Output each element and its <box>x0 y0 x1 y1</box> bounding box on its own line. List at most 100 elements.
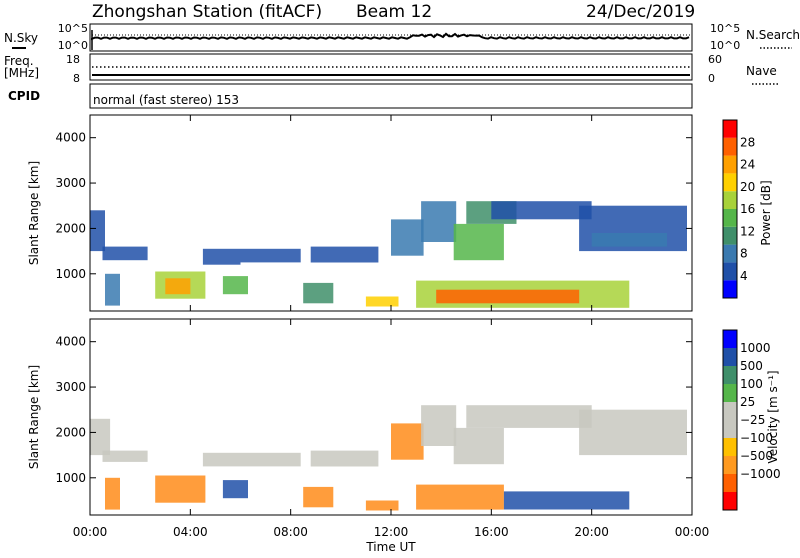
freq-label: Freq. <box>4 54 34 68</box>
time-x-label: Time UT <box>365 540 416 554</box>
time-x-tick-label: 00:00 <box>675 525 710 539</box>
velocity-region <box>222 480 248 499</box>
velocity-colorbar-segment <box>723 384 737 402</box>
velocity-y-tick-label: 2000 <box>55 425 86 439</box>
power-colorbar-segment <box>723 173 737 192</box>
date-label: 24/Dec/2019 <box>586 2 695 22</box>
velocity-region <box>202 452 301 467</box>
power-colorbar-tick: 20 <box>740 180 755 194</box>
noise-traces <box>91 30 690 50</box>
noise-right-tick-bottom: 10^0 <box>710 39 740 52</box>
power-region <box>90 210 105 252</box>
power-colorbar-segment <box>723 209 737 227</box>
noise-left-tick-top: 10^5 <box>58 22 88 35</box>
power-colorbar: 4 8 12 16 20 24 28 <box>722 119 755 299</box>
velocity-colorbar-segment <box>723 402 737 420</box>
power-colorbar-tick: 8 <box>740 247 748 261</box>
power-region <box>453 223 504 261</box>
time-x-tick-label: 08:00 <box>273 525 308 539</box>
power-region <box>436 289 580 304</box>
velocity-region <box>466 405 592 428</box>
freq-right-tick-top: 60 <box>708 53 722 66</box>
noise-search-label: N.Search <box>746 28 800 42</box>
velocity-colorbar-segment <box>723 420 737 438</box>
power-region <box>391 219 424 256</box>
power-colorbar-segment <box>723 191 737 209</box>
power-colorbar-segment <box>723 137 737 156</box>
velocity-region <box>102 450 148 462</box>
velocity-region <box>310 450 379 467</box>
power-region <box>421 201 457 242</box>
noise-panel: N.Sky 10^5 10^0 10^5 10^0 N.Search <box>4 22 800 52</box>
velocity-region <box>453 427 504 465</box>
power-colorbar-segment <box>723 244 737 263</box>
power-colorbar-label: Power [dB] <box>759 180 773 245</box>
power-region <box>303 282 334 304</box>
power-colorbar-tick: 12 <box>740 224 755 238</box>
cpid-label: CPID <box>8 89 40 103</box>
velocity-y-label: Slant Range [km] <box>27 365 41 469</box>
velocity-panel: 1000 2000 3000 4000 Slant Range [km] 1000 50… <box>27 115 781 554</box>
power-region <box>365 296 399 307</box>
power-region <box>591 233 667 247</box>
noise-right-tick-top: 10^5 <box>710 22 740 35</box>
noise-sky-label: N.Sky <box>4 31 38 45</box>
velocity-colorbar-segment <box>723 492 737 510</box>
velocity-y-tick-label: 1000 <box>55 471 86 485</box>
velocity-colorbar-tick: 500 <box>740 359 763 373</box>
time-x-ticks: 00:00 04:00 08:00 12:00 16:00 20:00 00:00 <box>73 115 710 539</box>
velocity-colorbar-tick: −1000 <box>740 467 781 481</box>
velocity-y-tick-label: 3000 <box>55 380 86 394</box>
velocity-y-tick-label: 4000 <box>55 335 86 349</box>
power-panel: 1000 2000 3000 4000 Slant Range [km] 4 8 12 16… <box>27 114 773 312</box>
noise-sky-trace <box>91 32 690 41</box>
frequency-panel: Freq. [MHz] 18 8 60 0 Nave <box>4 53 778 85</box>
freq-left-tick-top: 18 <box>66 53 80 66</box>
power-colorbar-tick: 4 <box>740 269 748 283</box>
velocity-region <box>391 423 424 460</box>
power-region <box>222 276 248 295</box>
power-y-ticks: 1000 2000 3000 4000 <box>55 131 692 281</box>
velocity-region <box>155 475 206 503</box>
velocity-region <box>416 484 504 510</box>
power-region <box>165 278 191 295</box>
time-x-tick-label: 04:00 <box>173 525 208 539</box>
velocity-region <box>303 486 334 508</box>
velocity-region <box>105 477 120 510</box>
nave-label: Nave <box>746 64 777 78</box>
station-title: Zhongshan Station (fitACF) <box>92 2 322 22</box>
freq-left-tick-bottom: 8 <box>73 72 80 85</box>
power-region <box>105 273 120 306</box>
power-y-tick-label: 4000 <box>55 131 86 145</box>
velocity-colorbar-segment <box>723 348 737 366</box>
velocity-colorbar-segment <box>723 456 737 474</box>
velocity-colorbar-tick: −500 <box>740 449 773 463</box>
power-y-tick-label: 3000 <box>55 176 86 190</box>
power-region <box>491 201 592 220</box>
velocity-colorbar-tick: −100 <box>740 431 773 445</box>
velocity-region <box>90 418 111 456</box>
power-colorbar-segment <box>723 262 737 281</box>
power-region <box>310 246 379 263</box>
time-x-tick-label: 00:00 <box>73 525 108 539</box>
power-colorbar-tick: 28 <box>740 135 755 149</box>
velocity-colorbar: 1000 500 100 25 −25 −100 −500 −1000 <box>722 329 781 511</box>
time-x-tick-label: 16:00 <box>474 525 509 539</box>
velocity-colorbar-segment <box>723 330 737 348</box>
power-colorbar-frame <box>722 119 738 299</box>
velocity-colorbar-tick: −25 <box>740 413 765 427</box>
velocity-region <box>421 405 457 446</box>
velocity-colorbar-segment <box>723 474 737 492</box>
frequency-traces <box>92 66 690 76</box>
power-colorbar-segment <box>723 155 737 174</box>
power-y-tick-label: 1000 <box>55 267 86 281</box>
velocity-colorbar-segment <box>723 438 737 456</box>
power-region <box>240 248 301 263</box>
velocity-colorbar-tick: 25 <box>740 395 755 409</box>
power-colorbar-segment <box>723 120 737 138</box>
velocity-region <box>503 491 630 510</box>
freq-unit-label: [MHz] <box>4 66 39 80</box>
power-y-tick-label: 2000 <box>55 221 86 235</box>
velocity-colorbar-tick: 100 <box>740 377 763 391</box>
